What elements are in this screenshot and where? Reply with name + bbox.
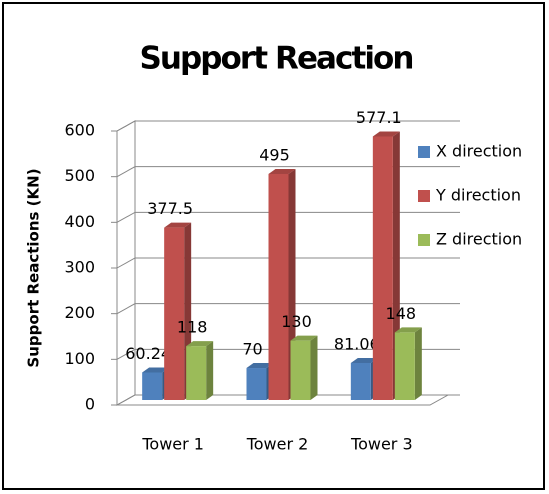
bar xyxy=(186,346,207,400)
bar-side xyxy=(414,327,422,400)
grid-line xyxy=(116,348,460,360)
bar xyxy=(372,136,393,400)
y-tick-label: 300 xyxy=(64,258,95,277)
y-axis-label: Support Reactions (KN) xyxy=(25,168,43,367)
bar-top xyxy=(186,341,214,347)
bar-side xyxy=(310,335,318,400)
data-label: 377.5 xyxy=(147,199,193,218)
data-label: 130 xyxy=(281,312,312,331)
y-tick-label: 600 xyxy=(64,121,95,140)
y-tick-label: 500 xyxy=(64,166,95,185)
data-label: 148 xyxy=(386,304,417,323)
grid-line xyxy=(116,120,460,132)
data-label: 81.06 xyxy=(334,334,380,353)
grid-line xyxy=(116,211,460,223)
y-tick-label: 0 xyxy=(85,395,95,414)
bar-top xyxy=(290,335,318,341)
bar-top xyxy=(372,131,400,137)
bar-top xyxy=(394,327,422,333)
x-tick-label: Tower 1 xyxy=(141,435,204,454)
grid-line xyxy=(116,303,460,315)
x-tick-label: Tower 3 xyxy=(350,435,413,454)
bar-top xyxy=(246,363,274,369)
grid-line xyxy=(116,166,460,178)
bar-top xyxy=(164,222,192,228)
bar-top xyxy=(350,357,378,363)
bar xyxy=(290,340,311,400)
y-tick-label: 100 xyxy=(64,349,95,368)
bar xyxy=(350,362,371,400)
bar-top xyxy=(268,168,296,174)
legend-label: X direction xyxy=(436,142,522,161)
chart-title: Support Reaction xyxy=(140,41,415,77)
bar xyxy=(268,173,289,400)
data-label: 577.1 xyxy=(356,108,402,127)
x-tick-label: Tower 2 xyxy=(246,435,309,454)
y-tick-label: 400 xyxy=(64,212,95,231)
data-label: 70 xyxy=(242,340,262,359)
bar-side xyxy=(206,341,214,400)
y-tick-label: 200 xyxy=(64,303,95,322)
data-label: 495 xyxy=(259,145,290,164)
legend-swatch xyxy=(418,190,430,202)
data-label: 118 xyxy=(177,318,208,337)
legend-swatch xyxy=(418,146,430,158)
bar xyxy=(142,372,163,400)
bar xyxy=(164,227,185,400)
grid-line xyxy=(116,257,460,269)
data-label: 60.24 xyxy=(125,344,171,363)
legend-label: Y direction xyxy=(435,186,521,205)
bar-top xyxy=(142,367,170,373)
legend-label: Z direction xyxy=(436,230,522,249)
legend-swatch xyxy=(418,234,430,246)
bar xyxy=(394,332,415,400)
bar xyxy=(246,368,267,400)
